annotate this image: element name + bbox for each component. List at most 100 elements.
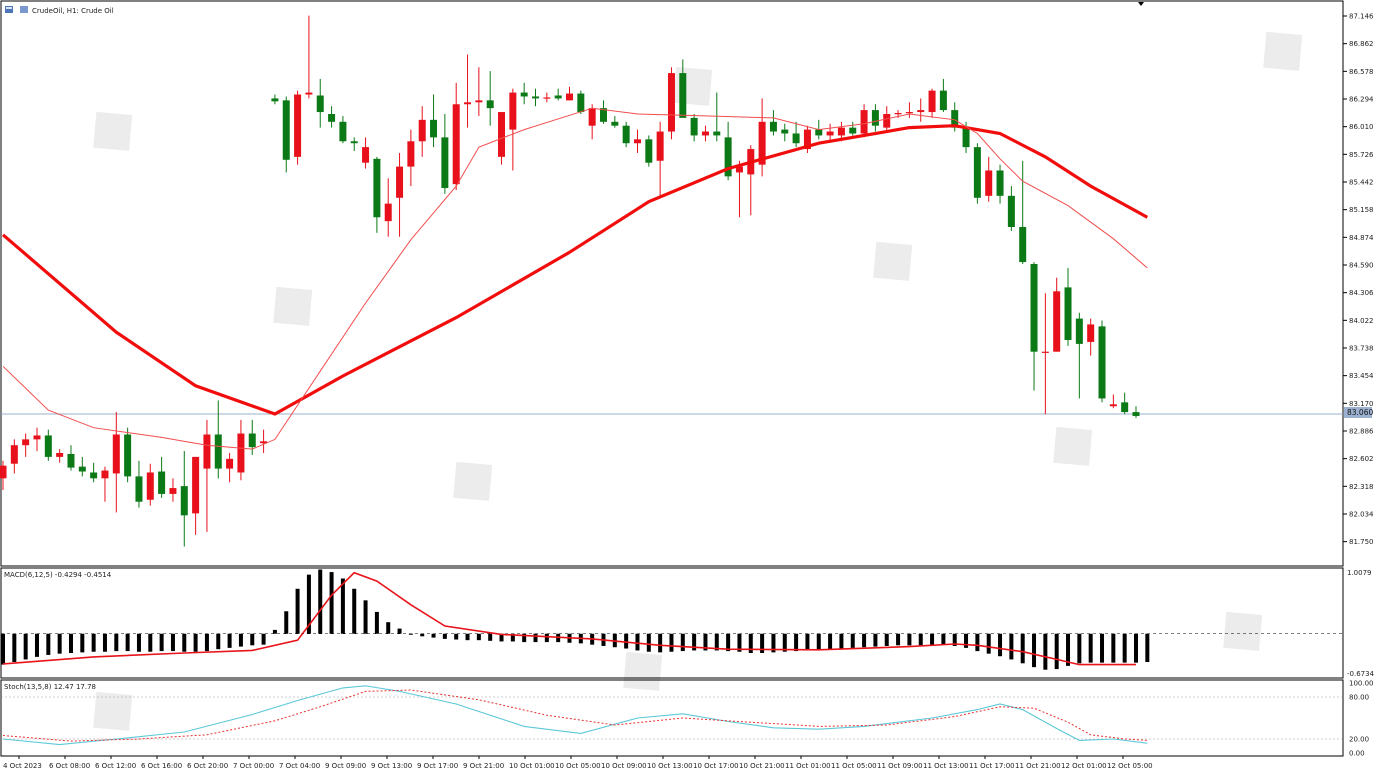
candle — [192, 456, 200, 535]
time-tick-label: 9 Oct 13:00 — [371, 762, 412, 770]
window-title-area: CrudeOil, H1: Crude Oil — [5, 6, 114, 15]
macd-bar — [635, 633, 640, 651]
candle-body — [905, 112, 913, 114]
time-tick-label: 11 Oct 17:00 — [969, 762, 1015, 770]
price-axis: 87.146 86.862 86.578 86.294 86.010 85.726 85.4… — [1343, 13, 1374, 546]
macd-label: MACD(6,12,5) -0.4294 -0.4514 — [4, 571, 112, 579]
candle-body — [509, 92, 517, 130]
candle — [905, 102, 913, 118]
candle — [985, 156, 993, 202]
watermark-mark — [93, 691, 133, 731]
stochastic-panel[interactable]: Stoch(13,5,8) 12.47 17.78 100.00 80.00 20.… — [0, 679, 1374, 758]
macd-panel[interactable]: MACD(6,12,5) -0.4294 -0.4514 1.0079 -0.6… — [0, 567, 1375, 679]
shift-marker-icon[interactable] — [1138, 2, 1144, 6]
candle — [645, 135, 653, 167]
candle-body — [781, 129, 789, 134]
candle-body — [486, 100, 494, 109]
macd-histogram — [1, 569, 1343, 670]
time-tick-label: 11 Oct 09:00 — [877, 762, 923, 770]
time-tick-label: 6 Oct 16:00 — [141, 762, 182, 770]
macd-bar — [80, 633, 85, 653]
price-tick-label: 85.158 — [1349, 206, 1374, 214]
candle — [135, 460, 143, 508]
macd-bar — [1077, 633, 1082, 664]
macd-bar — [204, 633, 209, 652]
candle — [860, 104, 868, 138]
candle — [667, 67, 675, 140]
macd-bar — [1032, 633, 1037, 668]
candle-body — [441, 137, 449, 189]
macd-bar — [193, 633, 198, 652]
price-tick-label: 82.318 — [1349, 483, 1374, 491]
candle — [407, 129, 415, 187]
price-panel-frame — [0, 0, 1344, 567]
macd-bar — [284, 611, 289, 634]
candle — [735, 160, 743, 218]
macd-bar — [1009, 633, 1014, 660]
candles — [0, 15, 1140, 547]
candle-body — [158, 471, 166, 494]
candle — [248, 419, 256, 455]
candle — [633, 129, 641, 153]
macd-bar — [794, 633, 799, 652]
candle-body — [520, 92, 528, 97]
candle-body — [169, 488, 177, 494]
candle-body — [1098, 326, 1106, 399]
candle-body — [599, 108, 607, 122]
candle — [226, 453, 234, 483]
candle-body — [532, 96, 540, 99]
macd-bar — [1134, 633, 1138, 663]
candle-body — [951, 110, 959, 128]
candle — [498, 112, 506, 165]
candle-body — [203, 434, 211, 469]
candle-body — [871, 110, 879, 126]
macd-bar — [306, 574, 311, 634]
stochastic-panel-frame — [0, 679, 1344, 757]
candle-body — [67, 453, 75, 468]
macd-panel-frame — [0, 567, 1344, 679]
candle — [475, 67, 483, 116]
time-tick-label: 10 Oct 05:00 — [555, 762, 601, 770]
price-tick-label: 84.022 — [1349, 317, 1374, 325]
candle-body — [452, 104, 460, 185]
time-tick-label: 11 Oct 05:00 — [831, 762, 877, 770]
candle-body — [339, 121, 347, 142]
price-tick-label: 86.010 — [1349, 123, 1374, 131]
candle-body — [837, 127, 845, 136]
price-panel[interactable]: 87.146 86.862 86.578 86.294 86.010 85.726 85.4… — [0, 0, 1374, 567]
candle-body — [769, 121, 777, 132]
macd-bar — [1066, 633, 1071, 666]
candle-body — [1132, 412, 1140, 416]
stochastic-lines — [2, 685, 1148, 746]
candle — [1007, 186, 1015, 231]
time-tick-label: 6 Oct 20:00 — [187, 762, 228, 770]
macd-bar — [295, 588, 300, 634]
macd-bar — [363, 600, 368, 634]
macd-bar — [703, 633, 708, 651]
candle — [917, 98, 925, 122]
macd-bar — [510, 633, 515, 642]
macd-bar — [873, 633, 878, 647]
macd-bar — [805, 633, 810, 651]
candle-body — [56, 453, 64, 457]
macd-bar — [34, 633, 39, 657]
candle — [22, 433, 30, 457]
price-tick-label: 86.862 — [1349, 40, 1374, 48]
macd-bar — [397, 628, 402, 634]
candle-body — [690, 117, 698, 136]
stochastic-label: Stoch(13,5,8) 12.47 17.78 — [4, 683, 96, 691]
macd-bar — [329, 572, 334, 634]
candle — [1075, 312, 1083, 399]
macd-bar — [658, 633, 663, 653]
candle — [350, 137, 358, 152]
time-tick-label: 9 Oct 09:00 — [325, 762, 366, 770]
candle — [362, 137, 370, 169]
watermark-mark — [623, 651, 663, 691]
macd-bar — [159, 633, 164, 652]
candle-body — [226, 458, 234, 469]
stochastic-level-label: 0.00 — [1349, 750, 1365, 758]
candle-body — [543, 97, 551, 99]
macd-signal-path — [2, 571, 1136, 666]
candle-body — [917, 110, 925, 113]
